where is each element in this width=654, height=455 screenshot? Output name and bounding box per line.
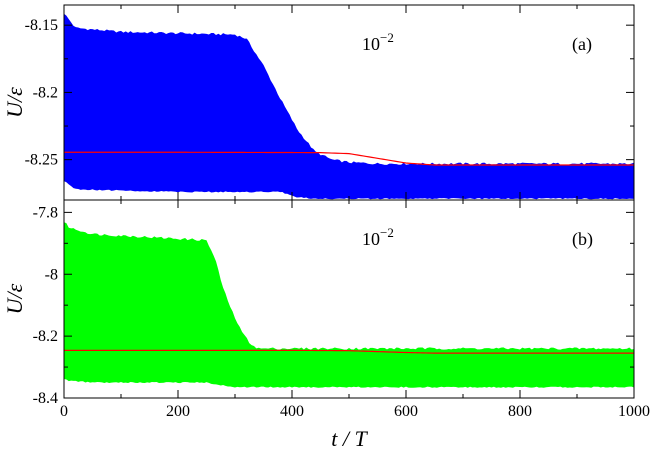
y-tick-label: -7.8: [33, 204, 58, 221]
average-line: [64, 349, 634, 354]
oscillation-band: [64, 13, 634, 200]
x-axis-label: t / T: [331, 426, 368, 451]
x-tick-label: 400: [280, 403, 304, 420]
panel-label: (a): [572, 34, 592, 55]
x-axis-label-text: t / T: [331, 426, 368, 451]
x-tick-label: 0: [60, 403, 68, 420]
average-line: [64, 151, 634, 166]
scale-annotation: 10−2: [362, 30, 394, 54]
panel-b: -7.8 -8 -8.2 -8.40 200 400 600 800 1000 U/ε 10−2 (b…: [2, 199, 650, 420]
x-tick-label: 1000: [618, 403, 650, 420]
panel-a: -8.15 -8.2 -8.25 U/ε 10−2 (a): [2, 4, 635, 201]
y-tick-label: -8.4: [33, 390, 58, 407]
y-tick-label: -8: [45, 266, 58, 283]
y-tick-label: -8.2: [33, 84, 58, 101]
x-tick-label: 200: [166, 403, 190, 420]
y-tick-label: -8.15: [25, 17, 58, 34]
panel-label: (b): [572, 229, 593, 250]
y-axis-label: U/ε: [2, 87, 27, 118]
oscillation-band: [64, 222, 634, 388]
scale-annotation: 10−2: [362, 225, 394, 249]
y-axis-label: U/ε: [2, 283, 27, 314]
y-tick-label: -8.2: [33, 328, 58, 345]
x-tick-label: 800: [508, 403, 532, 420]
x-tick-label: 600: [394, 403, 418, 420]
y-tick-label: -8.25: [25, 152, 58, 169]
